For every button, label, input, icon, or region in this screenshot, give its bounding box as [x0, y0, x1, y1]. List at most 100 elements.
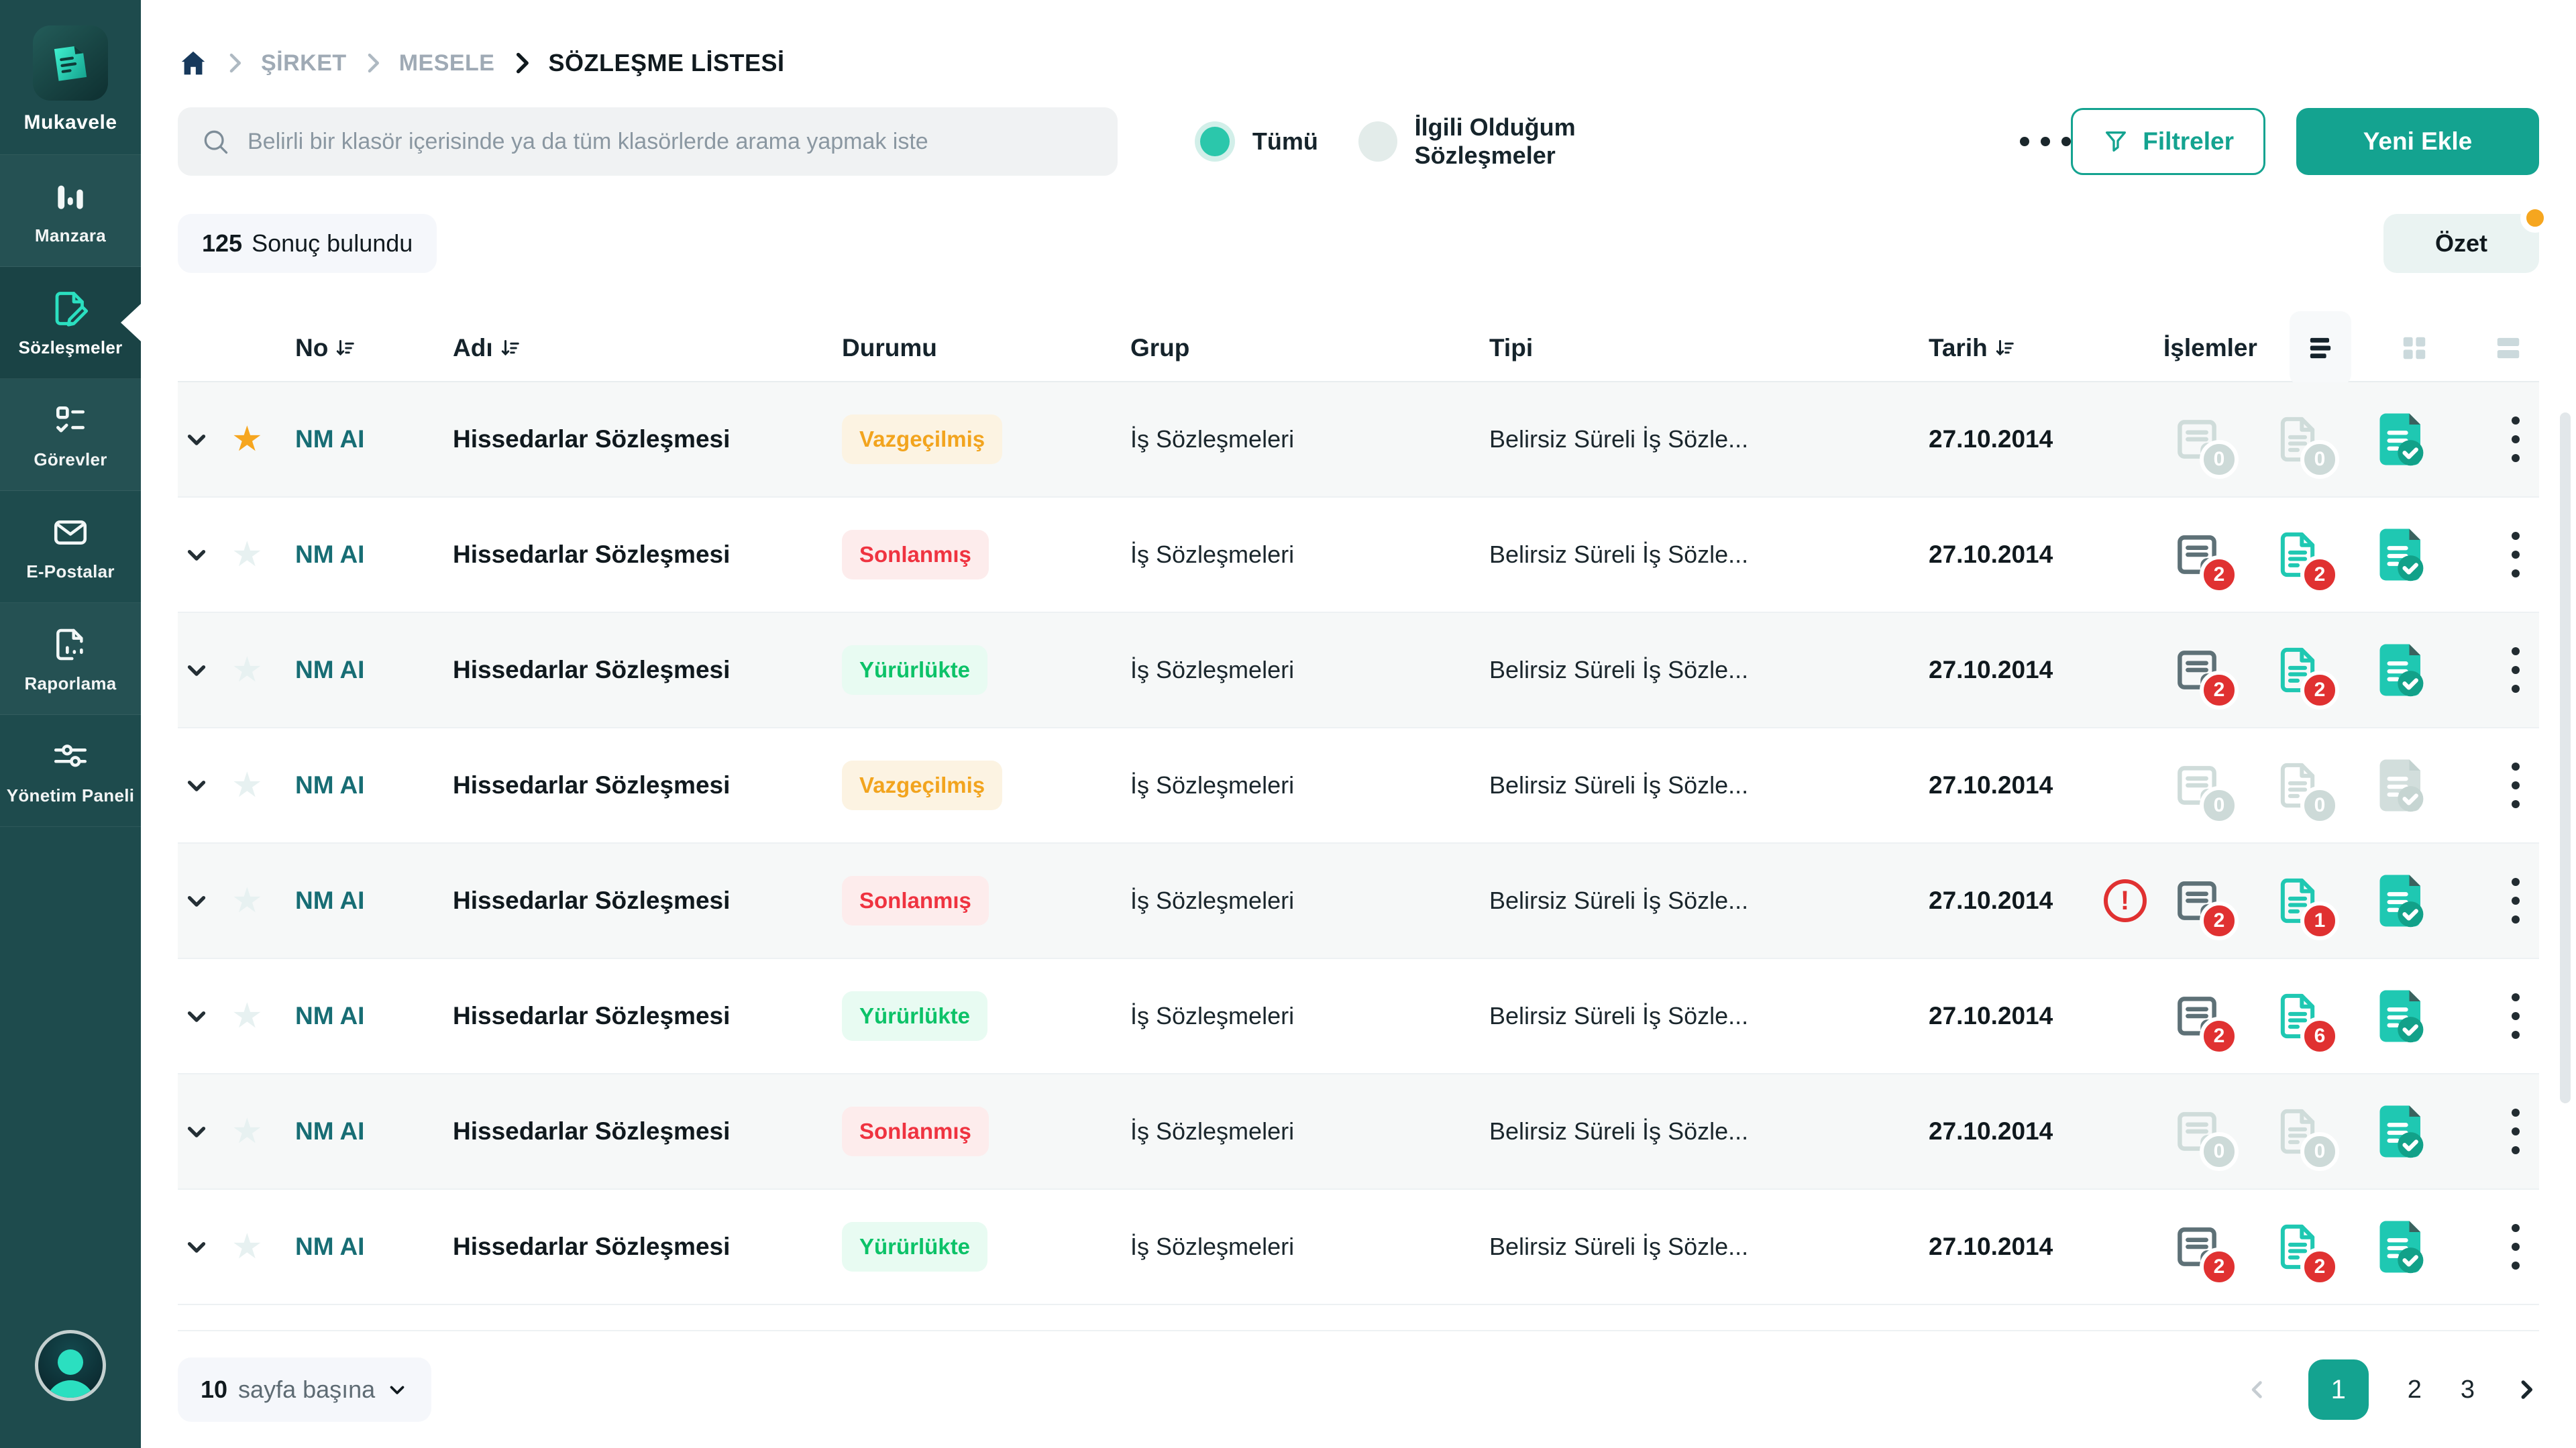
vertical-scrollbar[interactable]: [2560, 412, 2571, 1103]
breadcrumb-link-sirket[interactable]: ŞİRKET: [261, 50, 347, 76]
notes-action[interactable]: 2: [2163, 1210, 2239, 1286]
search-input[interactable]: [248, 128, 1095, 155]
row-kebab-menu-icon[interactable]: [2512, 532, 2520, 577]
column-header-name[interactable]: Adı: [453, 334, 523, 362]
page-button-2[interactable]: 2: [2407, 1375, 2422, 1404]
favorite-star-icon[interactable]: ★: [231, 766, 263, 805]
contract-name[interactable]: Hissedarlar Sözleşmesi: [453, 1002, 731, 1029]
page-button-1[interactable]: 1: [2308, 1359, 2369, 1420]
documents-action[interactable]: 6: [2264, 979, 2339, 1056]
expand-row-button[interactable]: [178, 882, 215, 920]
contract-name[interactable]: Hissedarlar Sözleşmesi: [453, 425, 731, 453]
notes-action[interactable]: 2: [2163, 864, 2239, 940]
documents-action[interactable]: 0: [2264, 1095, 2339, 1171]
expand-row-button[interactable]: [178, 651, 215, 689]
contract-number[interactable]: NM AI: [295, 656, 365, 683]
sidebar-item-epostalar[interactable]: E-Postalar: [0, 491, 141, 603]
favorite-star-icon[interactable]: ★: [231, 1227, 263, 1266]
approved-document-action[interactable]: [2365, 748, 2432, 822]
approved-document-action[interactable]: [2365, 1095, 2432, 1168]
documents-action[interactable]: 2: [2264, 633, 2339, 710]
column-header-actions: İşlemler: [2163, 334, 2257, 361]
sidebar-item-sozlesmeler[interactable]: Sözleşmeler: [0, 267, 141, 379]
expand-row-button[interactable]: [178, 1228, 215, 1266]
more-options-ellipsis-icon[interactable]: [2020, 137, 2072, 146]
favorite-star-icon[interactable]: ★: [231, 535, 263, 574]
contract-name[interactable]: Hissedarlar Sözleşmesi: [453, 541, 731, 568]
contract-name[interactable]: Hissedarlar Sözleşmesi: [453, 887, 731, 914]
contract-number[interactable]: NM AI: [295, 1002, 365, 1029]
radio-all-contracts[interactable]: Tümü: [1194, 121, 1318, 162]
contract-name[interactable]: Hissedarlar Sözleşmesi: [453, 656, 731, 683]
documents-action[interactable]: 0: [2264, 748, 2339, 825]
notes-action[interactable]: 2: [2163, 979, 2239, 1056]
row-kebab-menu-icon[interactable]: [2512, 878, 2520, 924]
notes-action[interactable]: 0: [2163, 1095, 2239, 1171]
summary-button[interactable]: Özet: [2383, 203, 2550, 273]
notes-action[interactable]: 2: [2163, 518, 2239, 594]
notes-action[interactable]: 0: [2163, 748, 2239, 825]
filters-button[interactable]: Filtreler: [2071, 108, 2265, 175]
page-button-3[interactable]: 3: [2460, 1375, 2475, 1404]
notes-action[interactable]: 0: [2163, 402, 2239, 479]
contract-number[interactable]: NM AI: [295, 1117, 365, 1145]
sidebar-item-yonetim-paneli[interactable]: Yönetim Paneli: [0, 715, 141, 827]
documents-action[interactable]: 2: [2264, 1210, 2339, 1286]
sidebar-item-gorevler[interactable]: Görevler: [0, 379, 141, 491]
column-header-status[interactable]: Durumu: [842, 334, 937, 361]
column-header-date[interactable]: Tarih: [1929, 334, 2017, 362]
home-icon[interactable]: [178, 48, 209, 78]
row-kebab-menu-icon[interactable]: [2512, 416, 2520, 462]
next-page-icon[interactable]: [2514, 1377, 2539, 1402]
sidebar-item-raporlama[interactable]: Raporlama: [0, 603, 141, 715]
add-new-button[interactable]: Yeni Ekle: [2296, 108, 2539, 175]
expand-row-button[interactable]: [178, 421, 215, 458]
expand-row-button[interactable]: [178, 767, 215, 804]
column-header-type[interactable]: Tipi: [1489, 334, 1534, 361]
column-header-no[interactable]: No: [295, 334, 358, 362]
row-kebab-menu-icon[interactable]: [2512, 993, 2520, 1039]
column-header-group[interactable]: Grup: [1130, 334, 1190, 361]
contract-name[interactable]: Hissedarlar Sözleşmesi: [453, 771, 731, 799]
sidebar-item-manzara[interactable]: Manzara: [0, 155, 141, 267]
expand-row-button[interactable]: [178, 1113, 215, 1150]
documents-action[interactable]: 2: [2264, 518, 2339, 594]
notes-action[interactable]: 2: [2163, 633, 2239, 710]
row-kebab-menu-icon[interactable]: [2512, 647, 2520, 693]
favorite-star-icon[interactable]: ★: [231, 651, 263, 689]
contract-number[interactable]: NM AI: [295, 425, 365, 453]
approved-document-action[interactable]: [2365, 518, 2432, 592]
breadcrumb-link-mesele[interactable]: MESELE: [398, 50, 495, 76]
favorite-star-icon[interactable]: ★: [231, 881, 263, 920]
approved-document-action[interactable]: [2365, 402, 2432, 476]
approved-document-action[interactable]: [2365, 1210, 2432, 1284]
list-view-icon[interactable]: [2290, 311, 2351, 385]
favorite-star-icon[interactable]: ★: [231, 420, 263, 459]
rows-view-icon[interactable]: [2477, 311, 2539, 385]
row-kebab-menu-icon[interactable]: [2512, 1109, 2520, 1154]
page-size-select[interactable]: 10 sayfa başına: [178, 1357, 432, 1422]
row-kebab-menu-icon[interactable]: [2512, 763, 2520, 808]
row-kebab-menu-icon[interactable]: [2512, 1224, 2520, 1270]
approved-document-action[interactable]: [2365, 979, 2432, 1053]
contract-number[interactable]: NM AI: [295, 887, 365, 914]
contract-name[interactable]: Hissedarlar Sözleşmesi: [453, 1233, 731, 1260]
radio-related-contracts[interactable]: İlgili Olduğum Sözleşmeler: [1358, 113, 1711, 170]
documents-count-badge: 0: [2300, 1132, 2339, 1171]
documents-action[interactable]: 0: [2264, 402, 2339, 479]
expand-row-button[interactable]: [178, 997, 215, 1035]
contract-name[interactable]: Hissedarlar Sözleşmesi: [453, 1117, 731, 1145]
contract-number[interactable]: NM AI: [295, 1233, 365, 1260]
expand-row-button[interactable]: [178, 536, 215, 573]
user-avatar[interactable]: [0, 1330, 141, 1448]
grid-view-icon[interactable]: [2383, 311, 2445, 385]
contract-number[interactable]: NM AI: [295, 541, 365, 568]
previous-page-icon[interactable]: [2245, 1378, 2269, 1402]
favorite-star-icon[interactable]: ★: [231, 1112, 263, 1151]
app-logo[interactable]: Mukavele: [0, 0, 141, 155]
favorite-star-icon[interactable]: ★: [231, 997, 263, 1036]
documents-action[interactable]: 1: [2264, 864, 2339, 940]
contract-number[interactable]: NM AI: [295, 771, 365, 799]
approved-document-action[interactable]: [2365, 864, 2432, 938]
approved-document-action[interactable]: [2365, 633, 2432, 707]
